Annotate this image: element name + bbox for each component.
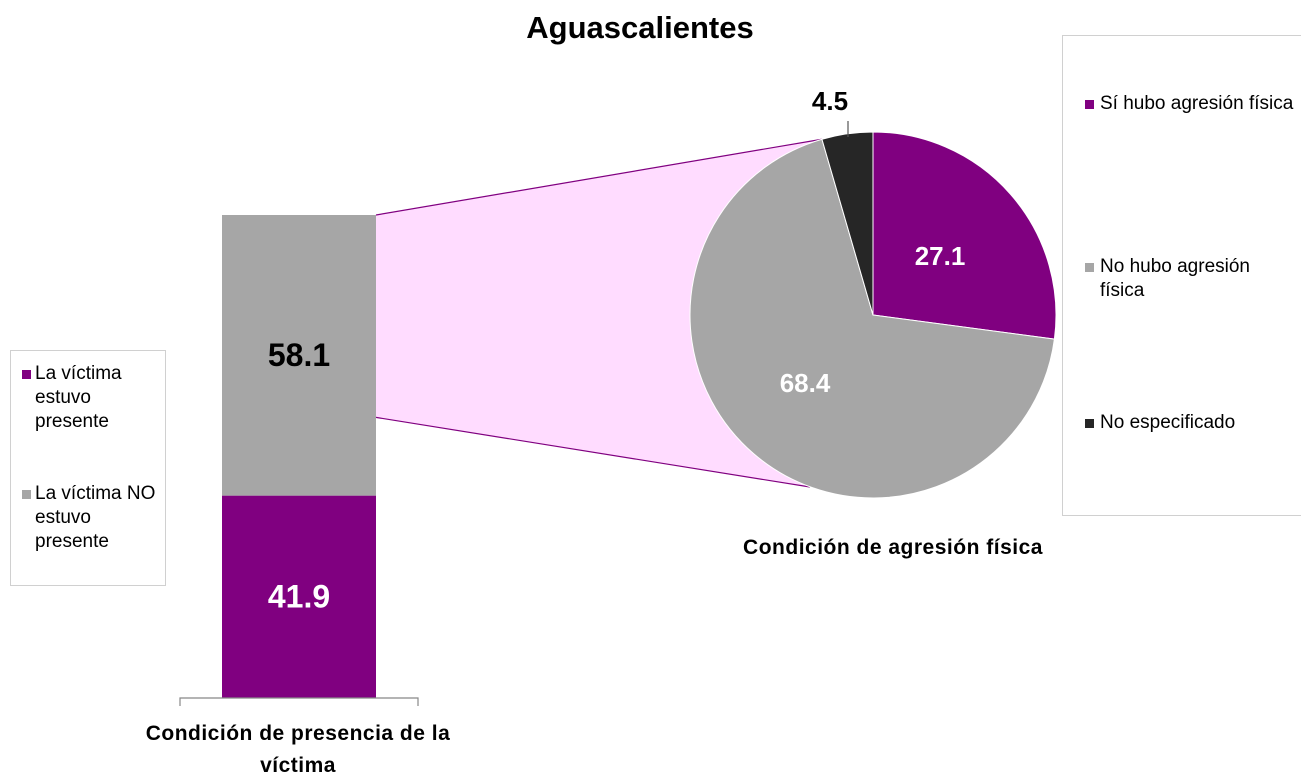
data-label: 68.4 [780, 368, 831, 398]
legend-label: La víctima estuvo presente [35, 363, 122, 432]
legend-swatch [22, 490, 31, 499]
pie-slice [689, 138, 1055, 499]
legend-swatch [22, 370, 31, 379]
bar-segment [222, 495, 376, 698]
legend-label: La víctima NO estuvo presente [35, 483, 156, 552]
pie-slice [821, 131, 874, 316]
data-label: 58.1 [268, 337, 330, 373]
connector-line [375, 138, 823, 216]
data-label: 27.1 [915, 241, 966, 271]
legend-label: No especificado [1100, 412, 1236, 433]
legend-swatch [1085, 263, 1094, 272]
bar-legend [10, 350, 166, 586]
bar-x-label: Condición de presencia de la víctima [145, 722, 451, 777]
pie-slice [872, 131, 1057, 340]
legend-swatch [1085, 100, 1094, 109]
data-label: 4.5 [812, 86, 848, 116]
pie-legend [1062, 35, 1301, 516]
legend-label: Sí hubo agresión física [1100, 93, 1294, 114]
pie-x-label: Condición de agresión física [743, 536, 1043, 559]
x-axis-line [179, 697, 419, 706]
bar-segment [222, 215, 376, 496]
chart-title: Aguascalientes [526, 10, 753, 45]
legend-swatch [1085, 419, 1094, 428]
connector-line [375, 416, 811, 488]
data-label: 41.9 [268, 578, 330, 614]
legend-label: No hubo agresión física [1100, 256, 1250, 301]
